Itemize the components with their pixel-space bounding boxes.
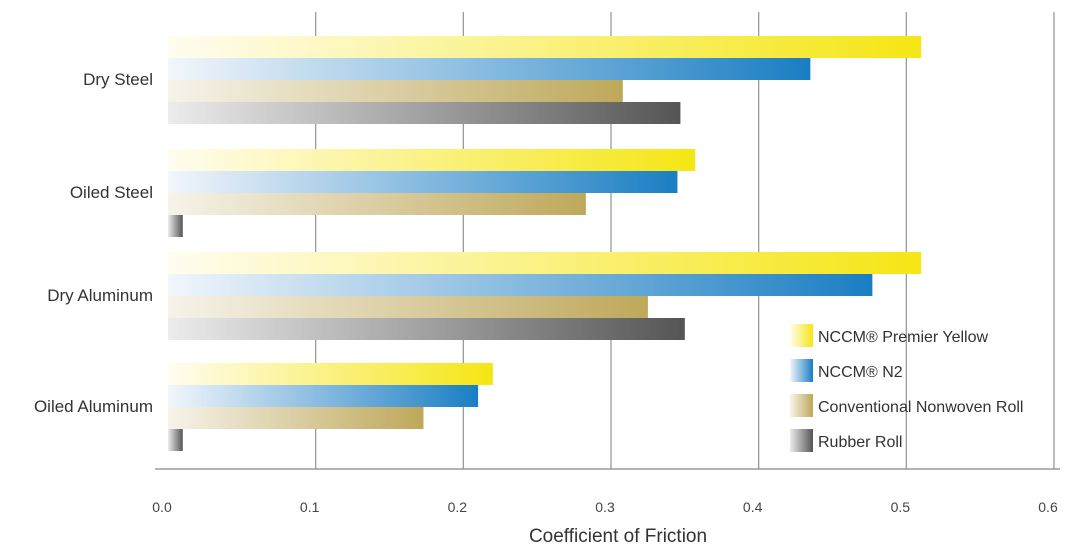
legend-swatch: [790, 394, 813, 417]
x-tick-label: 0.1: [300, 499, 320, 515]
bars: [168, 36, 922, 451]
bar: [168, 274, 873, 296]
x-tick-label: 0.5: [891, 499, 911, 515]
bar: [168, 318, 685, 340]
category-label: Oiled Steel: [70, 183, 153, 202]
bar: [168, 385, 479, 407]
category-label: Dry Steel: [83, 70, 153, 89]
bar: [168, 429, 183, 451]
bar: [168, 193, 586, 215]
bar: [168, 407, 424, 429]
bar: [168, 102, 681, 124]
category-labels: Dry Steel Oiled Steel Dry Aluminum Oiled Al…: [34, 70, 153, 416]
bar: [168, 149, 696, 171]
legend-swatch: [790, 324, 813, 347]
legend-label: NCCM® Premier Yellow: [818, 329, 989, 346]
x-tick-label: 0.2: [448, 499, 468, 515]
category-label: Dry Aluminum: [47, 286, 153, 305]
legend-label: NCCM® N2: [818, 364, 903, 381]
x-tick-label: 0.0: [152, 499, 172, 515]
legend-label: Rubber Roll: [818, 434, 902, 451]
bar: [168, 363, 493, 385]
bar: [168, 58, 811, 80]
bar: [168, 36, 922, 58]
bar: [168, 215, 183, 237]
x-tick-label: 0.4: [743, 499, 763, 515]
x-tick-label: 0.6: [1038, 499, 1058, 515]
bar: [168, 171, 678, 193]
legend-swatch: [790, 429, 813, 452]
bar: [168, 80, 623, 102]
legend-label: Conventional Nonwoven Roll: [818, 399, 1023, 416]
legend: NCCM® Premier Yellow NCCM® N2 Conventional…: [790, 324, 1023, 452]
x-axis-title: Coefficient of Friction: [529, 526, 707, 547]
legend-swatch: [790, 359, 813, 382]
x-tick-label: 0.3: [595, 499, 615, 515]
x-tick-labels: 0.0 0.1 0.2 0.3 0.4 0.5 0.6: [152, 499, 1058, 515]
bar: [168, 252, 922, 274]
category-label: Oiled Aluminum: [34, 397, 153, 416]
bar: [168, 296, 648, 318]
